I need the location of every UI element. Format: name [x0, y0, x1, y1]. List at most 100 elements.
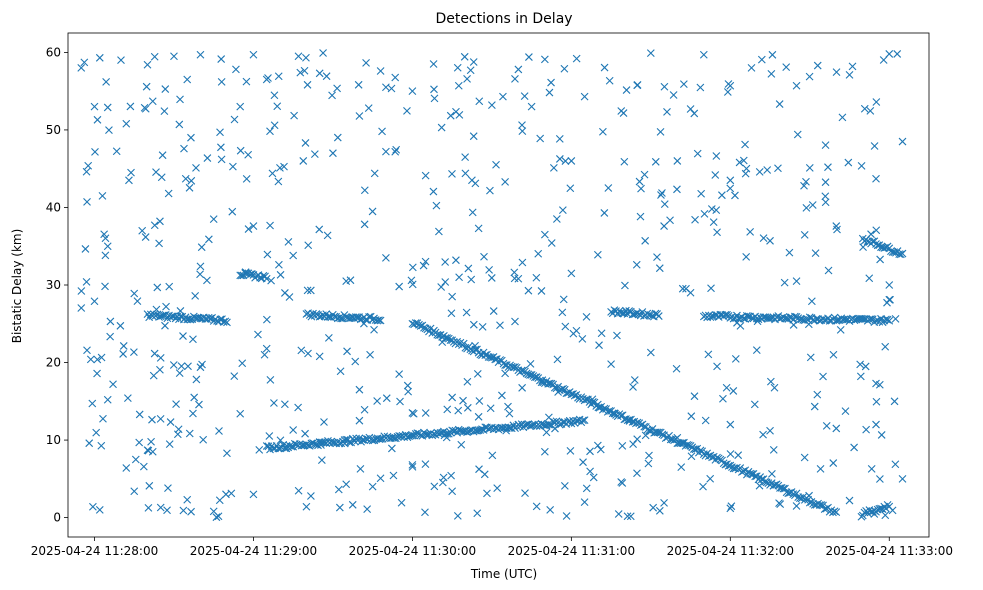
detection-point — [93, 355, 102, 364]
detection-point — [334, 485, 343, 494]
detection-point — [255, 445, 264, 454]
detection-point — [775, 100, 784, 108]
detection-point — [265, 432, 274, 440]
detection-point — [653, 428, 662, 437]
detection-point — [260, 350, 269, 359]
detection-point — [561, 322, 570, 331]
detection-point — [176, 95, 184, 104]
detection-point — [242, 175, 251, 183]
x-tick-label: 2025-04-24 11:31:00 — [508, 544, 635, 558]
detection-point — [302, 502, 311, 511]
detection-point — [149, 371, 158, 380]
detection-point — [524, 286, 533, 295]
detection-point — [813, 390, 822, 399]
detection-point — [492, 160, 500, 169]
detection-point — [97, 353, 106, 362]
detection-point — [162, 302, 170, 311]
detection-point — [100, 230, 109, 239]
detection-point — [408, 461, 417, 469]
detection-point — [203, 154, 212, 162]
detection-point — [559, 295, 568, 304]
detection-point — [391, 73, 400, 82]
detection-point — [739, 156, 748, 165]
detection-point — [356, 464, 365, 473]
detection-point — [534, 249, 543, 258]
detection-point — [645, 451, 653, 460]
detection-point — [660, 200, 669, 208]
detection-point — [713, 228, 721, 237]
detection-point — [244, 225, 253, 233]
detection-point — [179, 332, 187, 340]
detection-point — [333, 133, 342, 142]
detection-point — [510, 268, 519, 277]
detection-point — [870, 142, 879, 150]
detection-point — [462, 308, 471, 317]
detection-point — [457, 440, 466, 449]
detection-point — [189, 335, 197, 344]
detection-point — [487, 101, 496, 109]
detection-point — [304, 349, 312, 358]
detection-point — [144, 446, 153, 455]
detection-point — [832, 424, 841, 433]
detection-point — [142, 82, 151, 91]
detection-point — [389, 471, 398, 480]
detection-point — [555, 155, 564, 163]
detection-point — [447, 309, 456, 318]
detection-point — [363, 505, 372, 513]
detection-point — [631, 309, 640, 318]
detection-point — [156, 365, 164, 374]
detection-point — [122, 119, 131, 128]
detection-point — [464, 264, 473, 273]
detection-point — [845, 70, 854, 79]
detection-point — [244, 150, 253, 159]
detection-point — [461, 153, 470, 161]
detection-point — [408, 462, 417, 471]
detection-point — [877, 431, 886, 439]
detection-point — [696, 83, 705, 92]
detection-point — [808, 201, 817, 209]
detection-point — [274, 72, 283, 81]
detection-point — [605, 76, 614, 85]
detection-point — [724, 80, 733, 88]
detection-point — [217, 77, 226, 86]
detection-point — [131, 455, 140, 464]
detection-point — [540, 447, 549, 456]
detection-point — [366, 350, 374, 359]
detection-point — [304, 241, 313, 250]
detection-point — [821, 141, 830, 149]
detection-point — [644, 459, 653, 468]
detection-point — [766, 377, 775, 386]
detection-point — [499, 92, 507, 101]
detection-point — [197, 243, 206, 252]
detection-point — [488, 451, 497, 460]
detection-point — [307, 492, 315, 500]
detection-point — [848, 62, 857, 71]
detection-point — [578, 334, 587, 343]
detection-point — [741, 169, 750, 178]
detection-point — [821, 192, 830, 201]
x-tick-label: 2025-04-24 11:28:00 — [31, 544, 158, 558]
detection-point — [514, 65, 523, 74]
detection-point — [673, 157, 682, 165]
detection-point — [621, 281, 629, 290]
detection-point — [125, 176, 133, 185]
detection-point — [862, 425, 871, 434]
detection-point — [217, 143, 225, 152]
detection-point — [319, 49, 327, 57]
detection-point — [865, 315, 874, 324]
detection-point — [382, 394, 391, 403]
detection-point — [872, 174, 880, 183]
detection-point — [175, 120, 184, 129]
detection-point — [156, 503, 165, 512]
detection-point — [636, 212, 645, 221]
detection-point — [865, 274, 874, 283]
detection-point — [544, 420, 553, 429]
detection-point — [613, 331, 621, 340]
plot-area — [67, 32, 930, 538]
detection-point — [690, 109, 699, 118]
detection-point — [138, 226, 147, 235]
detection-point — [712, 206, 721, 215]
detection-point — [893, 50, 902, 58]
detection-point — [800, 231, 809, 239]
detection-point — [800, 453, 809, 462]
